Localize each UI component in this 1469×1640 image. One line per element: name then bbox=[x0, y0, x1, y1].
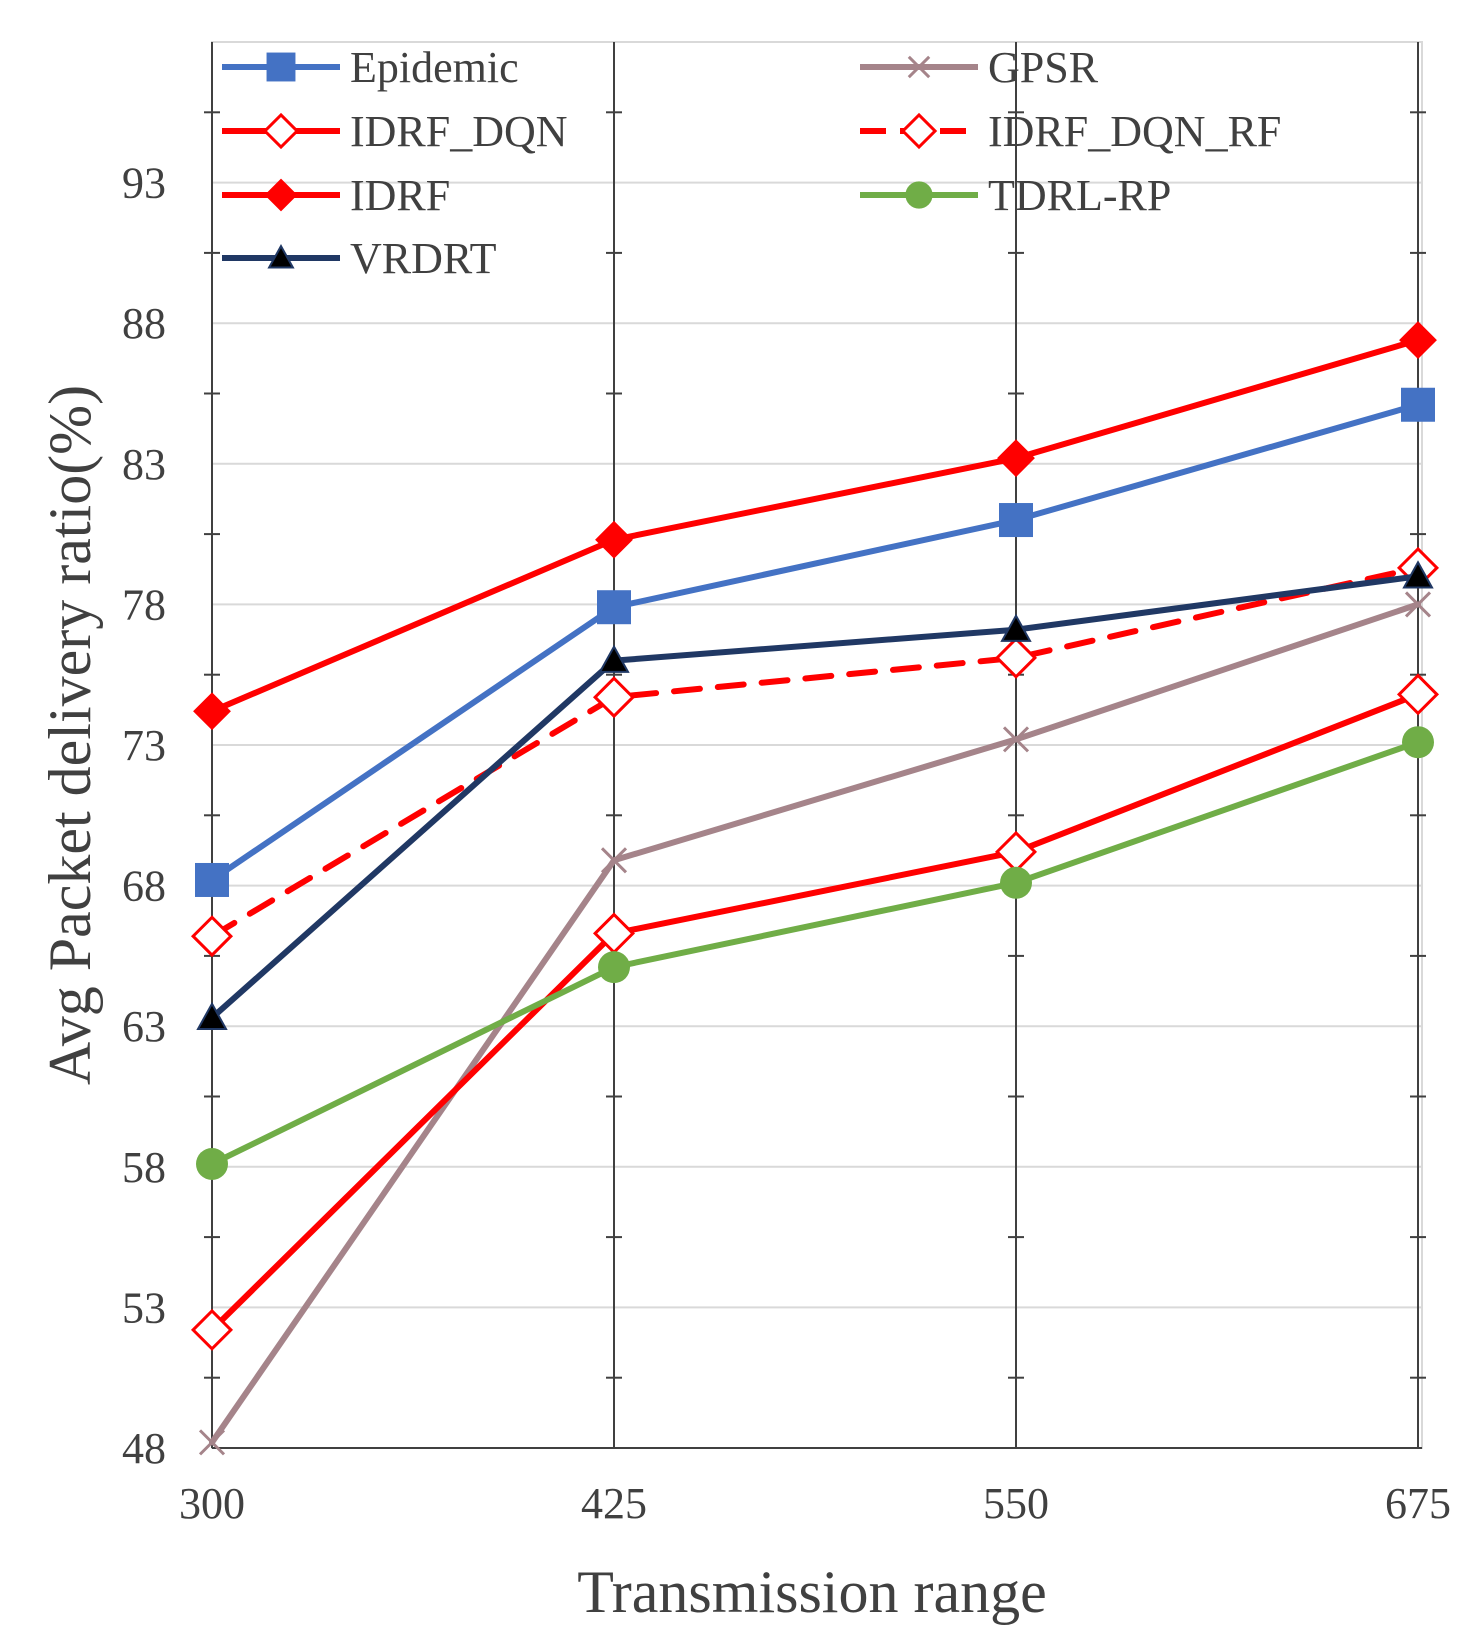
series-idrf-dqn bbox=[190, 673, 1440, 1351]
legend: Epidemic GPSR IDRF_DQN IDRF_DQN_RF IDRF TDRL-… bbox=[222, 43, 1281, 283]
y-tick-label: 48 bbox=[122, 1424, 166, 1473]
x-tick-label: 550 bbox=[983, 1479, 1049, 1528]
marker-square bbox=[1401, 387, 1435, 422]
marker-triangle bbox=[1000, 613, 1032, 642]
marker-diamond bbox=[1396, 673, 1440, 716]
series-vrdrt bbox=[196, 560, 1434, 1030]
series-line bbox=[209, 337, 1421, 715]
y-axis-title: Avg Packet delivery ratio(%) bbox=[37, 385, 103, 1085]
marker-triangle bbox=[1402, 560, 1434, 589]
marker-x bbox=[600, 847, 628, 874]
marker-square bbox=[266, 52, 296, 82]
legend-entry-idrf-dqn-rf: IDRF_DQN_RF bbox=[860, 107, 1281, 156]
marker-square bbox=[195, 862, 229, 897]
series-line bbox=[209, 573, 1421, 1021]
marker-circle bbox=[1000, 866, 1032, 899]
x-tick-label: 425 bbox=[581, 1479, 647, 1528]
marker-triangle bbox=[598, 644, 630, 673]
series-gpsr bbox=[198, 591, 1432, 1456]
legend-label: IDRF_DQN bbox=[350, 107, 568, 156]
x-axis-title: Transmission range bbox=[577, 1559, 1046, 1625]
marker-diamond bbox=[190, 1308, 234, 1351]
marker-diamond bbox=[1399, 321, 1437, 359]
marker-circle bbox=[196, 1147, 228, 1180]
series-line bbox=[209, 601, 1421, 1446]
series-line bbox=[209, 739, 1421, 1167]
marker-diamond bbox=[997, 439, 1035, 478]
marker-diamond bbox=[900, 112, 938, 150]
legend-label: IDRF_DQN_RF bbox=[988, 107, 1281, 156]
legend-label: Epidemic bbox=[350, 43, 519, 92]
marker-circle bbox=[1402, 726, 1434, 759]
series-line bbox=[209, 564, 1421, 940]
marker-diamond bbox=[262, 112, 300, 150]
y-tick-label: 78 bbox=[122, 580, 166, 629]
y-tick-label: 93 bbox=[122, 159, 166, 208]
series-tdrl-rp bbox=[196, 726, 1434, 1180]
legend-entry-epidemic: Epidemic bbox=[222, 43, 519, 92]
series-line bbox=[209, 401, 1421, 883]
axes: 48 53 58 63 68 73 78 83 88 93 300 425 550 675 bbox=[122, 42, 1451, 1528]
series-idrf bbox=[193, 321, 1437, 731]
y-tick-label: 58 bbox=[122, 1143, 166, 1192]
marker-diamond bbox=[193, 692, 231, 731]
legend-entry-idrf: IDRF bbox=[222, 171, 450, 220]
marker-x bbox=[1002, 726, 1030, 753]
series-epidemic bbox=[195, 387, 1435, 897]
legend-entry-vrdrt: VRDRT bbox=[222, 234, 497, 283]
marker-triangle bbox=[196, 1001, 228, 1030]
legend-entry-idrf-dqn: IDRF_DQN bbox=[222, 107, 568, 156]
y-tick-label: 63 bbox=[122, 1002, 166, 1051]
marker-diamond bbox=[592, 676, 636, 719]
legend-entry-gpsr: GPSR bbox=[860, 43, 1099, 92]
marker-x bbox=[198, 1429, 226, 1456]
marker-diamond bbox=[994, 636, 1038, 679]
marker-square bbox=[597, 590, 631, 625]
legend-label: IDRF bbox=[350, 171, 450, 220]
series-line bbox=[209, 691, 1421, 1333]
marker-x bbox=[907, 55, 931, 79]
marker-circle bbox=[598, 951, 630, 984]
marker-x bbox=[1404, 591, 1432, 618]
marker-diamond bbox=[264, 178, 298, 212]
marker-triangle bbox=[267, 244, 295, 269]
legend-label: VRDRT bbox=[350, 234, 497, 283]
legend-label: GPSR bbox=[988, 43, 1099, 92]
x-tick-label: 675 bbox=[1385, 1479, 1451, 1528]
marker-diamond bbox=[994, 830, 1038, 873]
marker-circle bbox=[905, 181, 933, 209]
y-tick-label: 68 bbox=[122, 862, 166, 911]
y-tick-label: 53 bbox=[122, 1283, 166, 1332]
legend-label: TDRL-RP bbox=[988, 171, 1171, 220]
marker-diamond bbox=[190, 915, 234, 958]
legend-entry-tdrl-rp: TDRL-RP bbox=[860, 171, 1171, 220]
y-tick-label: 83 bbox=[122, 440, 166, 489]
series-lines bbox=[190, 321, 1440, 1456]
marker-diamond bbox=[595, 520, 633, 559]
y-tick-label: 88 bbox=[122, 299, 166, 348]
marker-square bbox=[999, 503, 1033, 538]
y-tick-label: 73 bbox=[122, 721, 166, 770]
x-tick-label: 300 bbox=[179, 1479, 245, 1528]
